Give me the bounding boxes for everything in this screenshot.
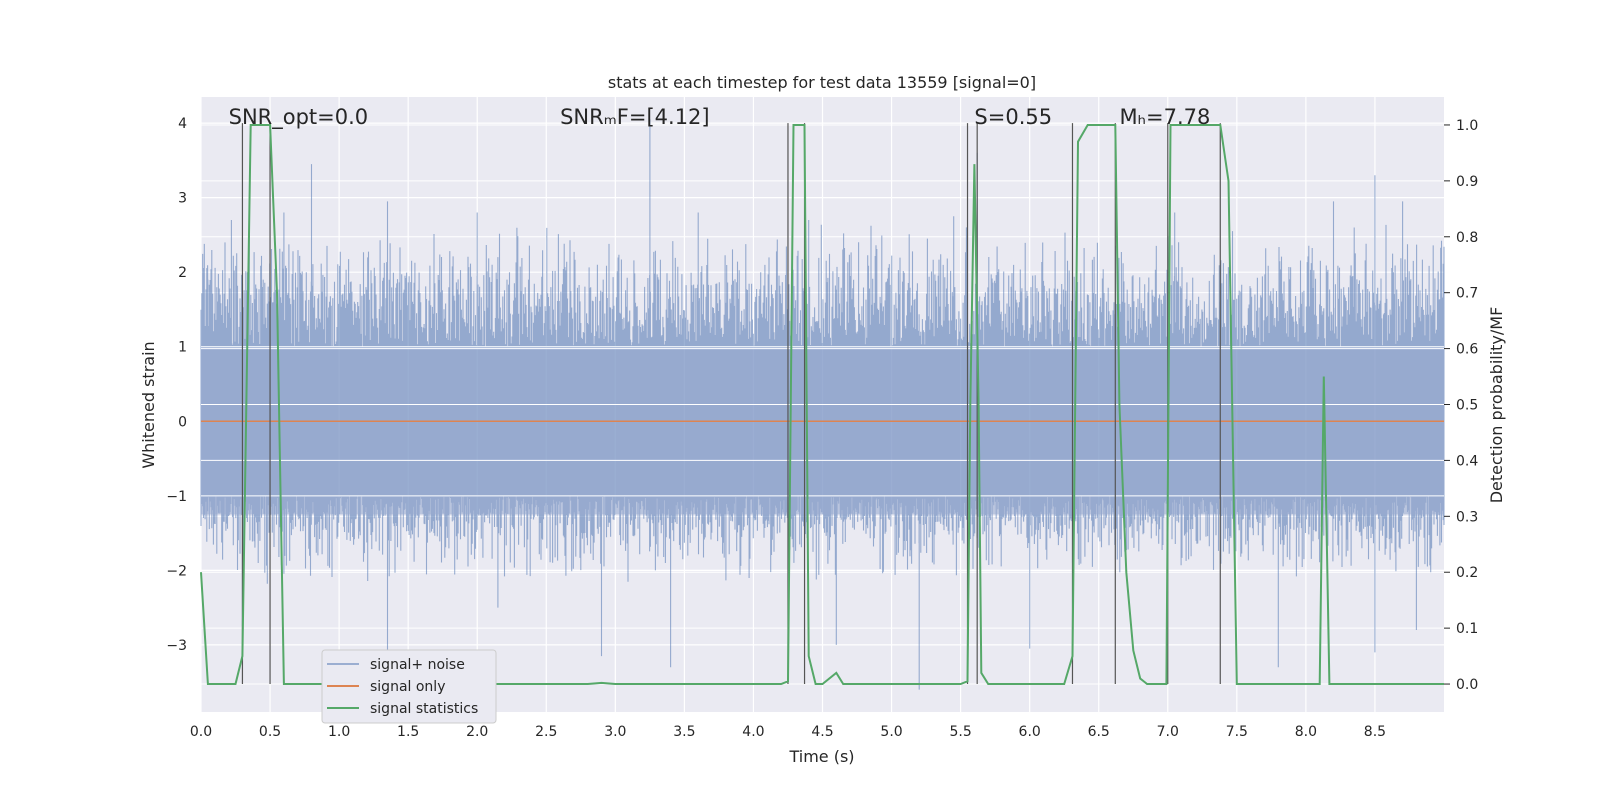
y2-tick-label: 0.7 [1456,286,1478,302]
y-tick-label: −1 [166,489,187,505]
x-tick-label: 7.0 [1157,724,1179,740]
y-tick-label: 2 [178,265,187,281]
y-tick-label: −2 [166,563,187,579]
legend-label-signal-only: signal only [370,679,445,695]
signal-noise-series [200,119,1445,690]
x-tick-label: 4.0 [742,724,764,740]
x-tick-label: 7.5 [1226,724,1248,740]
x-axis-label: Time (s) [788,747,854,766]
x-tick-label: 6.0 [1019,724,1041,740]
annotation-snr-opt: SNR_opt=0.0 [229,105,369,130]
y2-tick-label: 0.1 [1456,621,1478,637]
x-tick-label: 2.5 [535,724,557,740]
x-tick-label: 3.0 [604,724,626,740]
y-tick-labels: 4 3 2 1 0 −1 −2 −3 [166,116,187,654]
y-tick-label: −3 [166,638,187,654]
y2-tick-label: 0.0 [1456,677,1478,693]
x-tick-label: 8.0 [1295,724,1317,740]
y2-tick-label: 0.2 [1456,565,1478,581]
annotations: SNR_opt=0.0 SNRₘF=[4.12] S=0.55 Mₕ=7.78 [229,105,1211,130]
x-tick-label: 1.0 [328,724,350,740]
legend-label-signal-noise: signal+ noise [370,657,465,673]
y-tick-label: 3 [178,191,187,207]
y2-tick-label: 0.3 [1456,509,1478,525]
legend-box [321,649,497,724]
y2-tick-labels: 1.0 0.9 0.8 0.7 0.6 0.5 0.4 0.3 0.2 0.1 0.0 [1444,118,1478,693]
x-tick-label: 5.0 [880,724,902,740]
x-tick-label: 3.5 [673,724,695,740]
signal-noise-core [201,346,1444,515]
y2-tick-label: 0.4 [1456,453,1478,469]
signal-statistics-series [200,124,1444,685]
x-tick-label: 2.0 [466,724,488,740]
annotation-mc-value: Mₕ=7.78 [1119,105,1210,129]
y-tick-label: 0 [178,414,187,430]
x-tick-label: 5.5 [949,724,971,740]
legend-label-signal-statistics: signal statistics [370,701,478,717]
x-tick-label: 4.5 [811,724,833,740]
x-tick-label: 1.5 [397,724,419,740]
y2-tick-label: 0.8 [1456,230,1478,246]
chart-title: stats at each timestep for test data 135… [608,73,1036,92]
y-tick-label: 4 [178,116,187,132]
y-axis-label: Whitened strain [139,341,158,468]
y2-tick-label: 0.6 [1456,342,1478,358]
y2-tick-label: 0.5 [1456,398,1478,414]
x-tick-label: 0.5 [259,724,281,740]
y2-tick-label: 1.0 [1456,118,1478,134]
y2-axis-label: Detection probability/MF [1487,307,1506,504]
x-tick-label: 8.5 [1364,724,1386,740]
y-tick-label: 1 [178,340,187,356]
x-tick-label: 6.5 [1088,724,1110,740]
y2-tick-label: 0.9 [1456,174,1478,190]
annotation-snr-mf: SNRₘF=[4.12] [560,105,710,129]
x-tick-label: 0.0 [190,724,212,740]
signal-statistics-line [200,124,1444,685]
x-tick-labels: 0.0 0.5 1.0 1.5 2.0 2.5 3.0 3.5 4.0 4.5 5.0 5.5 6.0 6… [190,724,1386,740]
legend: signal+ noise signal only signal statist… [321,649,497,724]
annotation-s-value: S=0.55 [974,105,1052,129]
